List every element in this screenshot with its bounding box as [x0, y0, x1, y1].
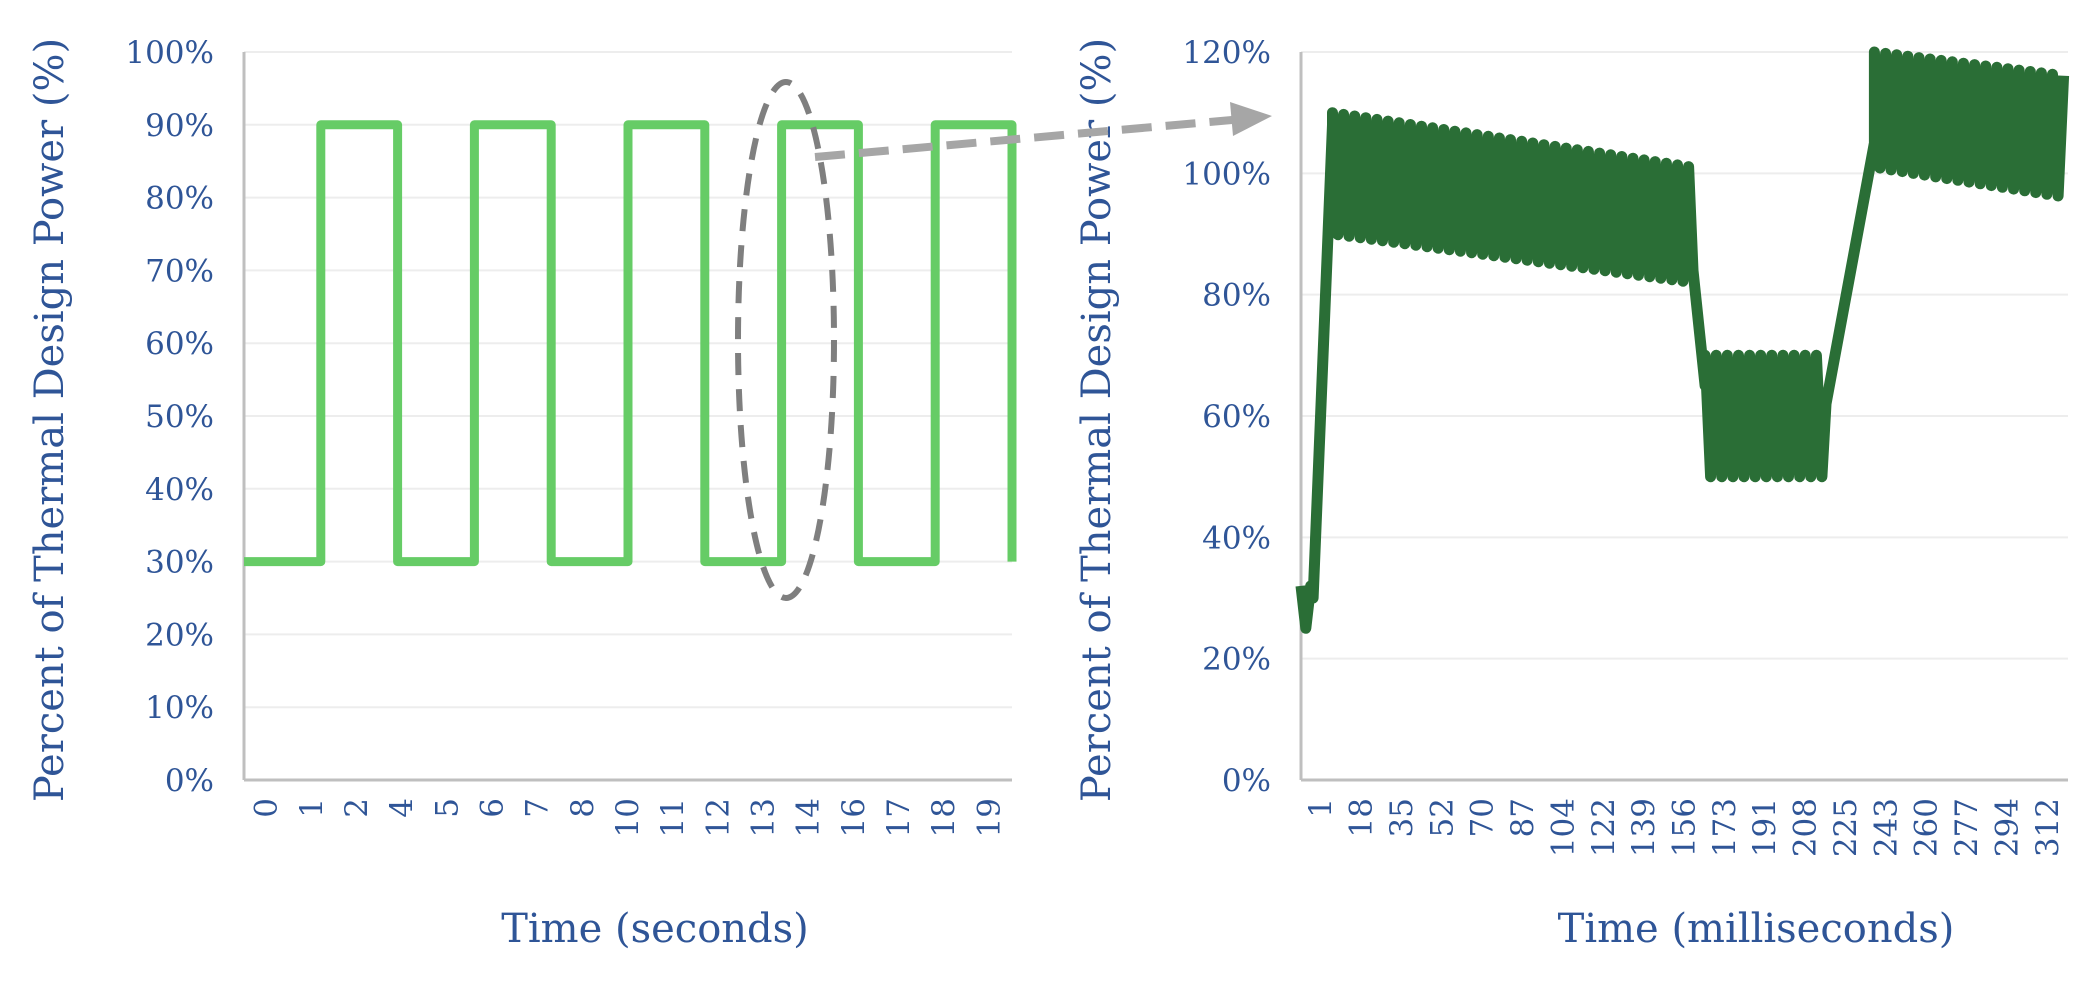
zoom-arrow-line — [814, 116, 1233, 161]
right-y-tick: 120% — [1182, 35, 1271, 71]
zoom-highlight-ellipse — [735, 79, 837, 601]
left-x-tick: 17 — [881, 798, 917, 837]
left-x-tick: 2 — [339, 798, 375, 818]
right-y-tick: 60% — [1202, 399, 1271, 435]
right-x-tick: 243 — [1868, 798, 1904, 857]
left-y-tick: 70% — [145, 253, 214, 289]
right-y-tick: 40% — [1202, 520, 1271, 556]
right-x-tick: 277 — [1949, 798, 1985, 857]
left-x-tick: 8 — [565, 798, 601, 818]
left-x-tick: 14 — [791, 798, 827, 837]
left-x-tick: 19 — [971, 798, 1007, 837]
left-y-tick: 30% — [145, 545, 214, 581]
left-x-tick: 5 — [429, 798, 465, 818]
right-x-tick: 225 — [1828, 798, 1864, 857]
left-x-tick: 0 — [249, 798, 285, 818]
left-y-tick: 40% — [145, 472, 214, 508]
right-x-tick: 1 — [1303, 798, 1339, 818]
right-x-tick: 18 — [1344, 798, 1380, 837]
right-x-tick: 139 — [1626, 798, 1662, 857]
right-chart: 0% 20% 40% 60% 80% 100% 120% 1 18 35 52 70 87 104 122… — [1074, 35, 2070, 952]
right-x-tick: 312 — [2030, 798, 2066, 857]
right-x-tick: 191 — [1747, 798, 1783, 857]
zoom-arrowhead-icon — [1230, 102, 1272, 136]
left-series-line — [244, 120, 1017, 567]
right-x-tick: 156 — [1667, 798, 1703, 857]
left-x-axis-label: Time (seconds) — [501, 906, 809, 952]
right-x-tick: 260 — [1909, 798, 1945, 857]
right-x-tick: 104 — [1545, 798, 1581, 857]
left-x-tick: 10 — [610, 798, 646, 837]
left-x-tick: 6 — [474, 798, 510, 818]
left-y-tick: 20% — [145, 617, 214, 653]
zoom-arrow — [814, 102, 1272, 161]
left-y-tick: 50% — [145, 399, 214, 435]
right-x-axis-label: Time (milliseconds) — [1558, 906, 1955, 952]
left-y-tick: 100% — [125, 35, 214, 71]
left-x-tick: 1 — [294, 798, 330, 818]
right-x-tick: 52 — [1424, 798, 1460, 837]
right-series-line — [1295, 46, 2070, 634]
left-y-tick: 60% — [145, 326, 214, 362]
left-y-tick: 90% — [145, 108, 214, 144]
right-x-tick-labels: 1 18 35 52 70 87 104 122 139 156 173 191 208 225 243 26… — [1303, 798, 2066, 857]
right-x-tick: 173 — [1707, 798, 1743, 857]
right-y-tick-labels: 0% 20% 40% 60% 80% 100% 120% — [1182, 35, 1271, 799]
left-x-tick: 12 — [700, 798, 736, 837]
left-x-tick: 18 — [926, 798, 962, 837]
left-y-tick: 80% — [145, 181, 214, 217]
left-y-tick: 0% — [165, 763, 214, 799]
right-x-tick: 87 — [1505, 798, 1541, 837]
right-x-tick: 122 — [1586, 798, 1622, 857]
left-y-tick-labels: 0% 10% 20% 30% 40% 50% 60% 70% 80% 90% 100% — [125, 35, 214, 799]
left-x-tick: 13 — [746, 798, 782, 837]
right-x-tick: 208 — [1788, 798, 1824, 857]
right-y-tick: 100% — [1182, 156, 1271, 192]
left-y-axis-label: Percent of Thermal Design Power (%) — [27, 38, 73, 802]
left-x-tick: 16 — [836, 798, 872, 837]
left-y-tick: 10% — [145, 690, 214, 726]
left-x-tick: 11 — [655, 798, 691, 837]
left-x-tick: 4 — [384, 798, 420, 818]
right-y-tick: 20% — [1202, 642, 1271, 678]
left-x-tick: 7 — [520, 798, 556, 818]
right-x-tick: 294 — [1989, 798, 2025, 857]
right-y-tick: 0% — [1222, 763, 1271, 799]
left-x-tick-labels: 0 1 2 4 5 6 7 8 10 11 12 13 14 16 17 18 19 — [249, 798, 1008, 837]
right-y-axis-label: Percent of Thermal Design Power (%) — [1074, 38, 1120, 802]
right-y-tick: 80% — [1202, 278, 1271, 314]
right-x-tick: 35 — [1384, 798, 1420, 837]
right-x-tick: 70 — [1465, 798, 1501, 837]
